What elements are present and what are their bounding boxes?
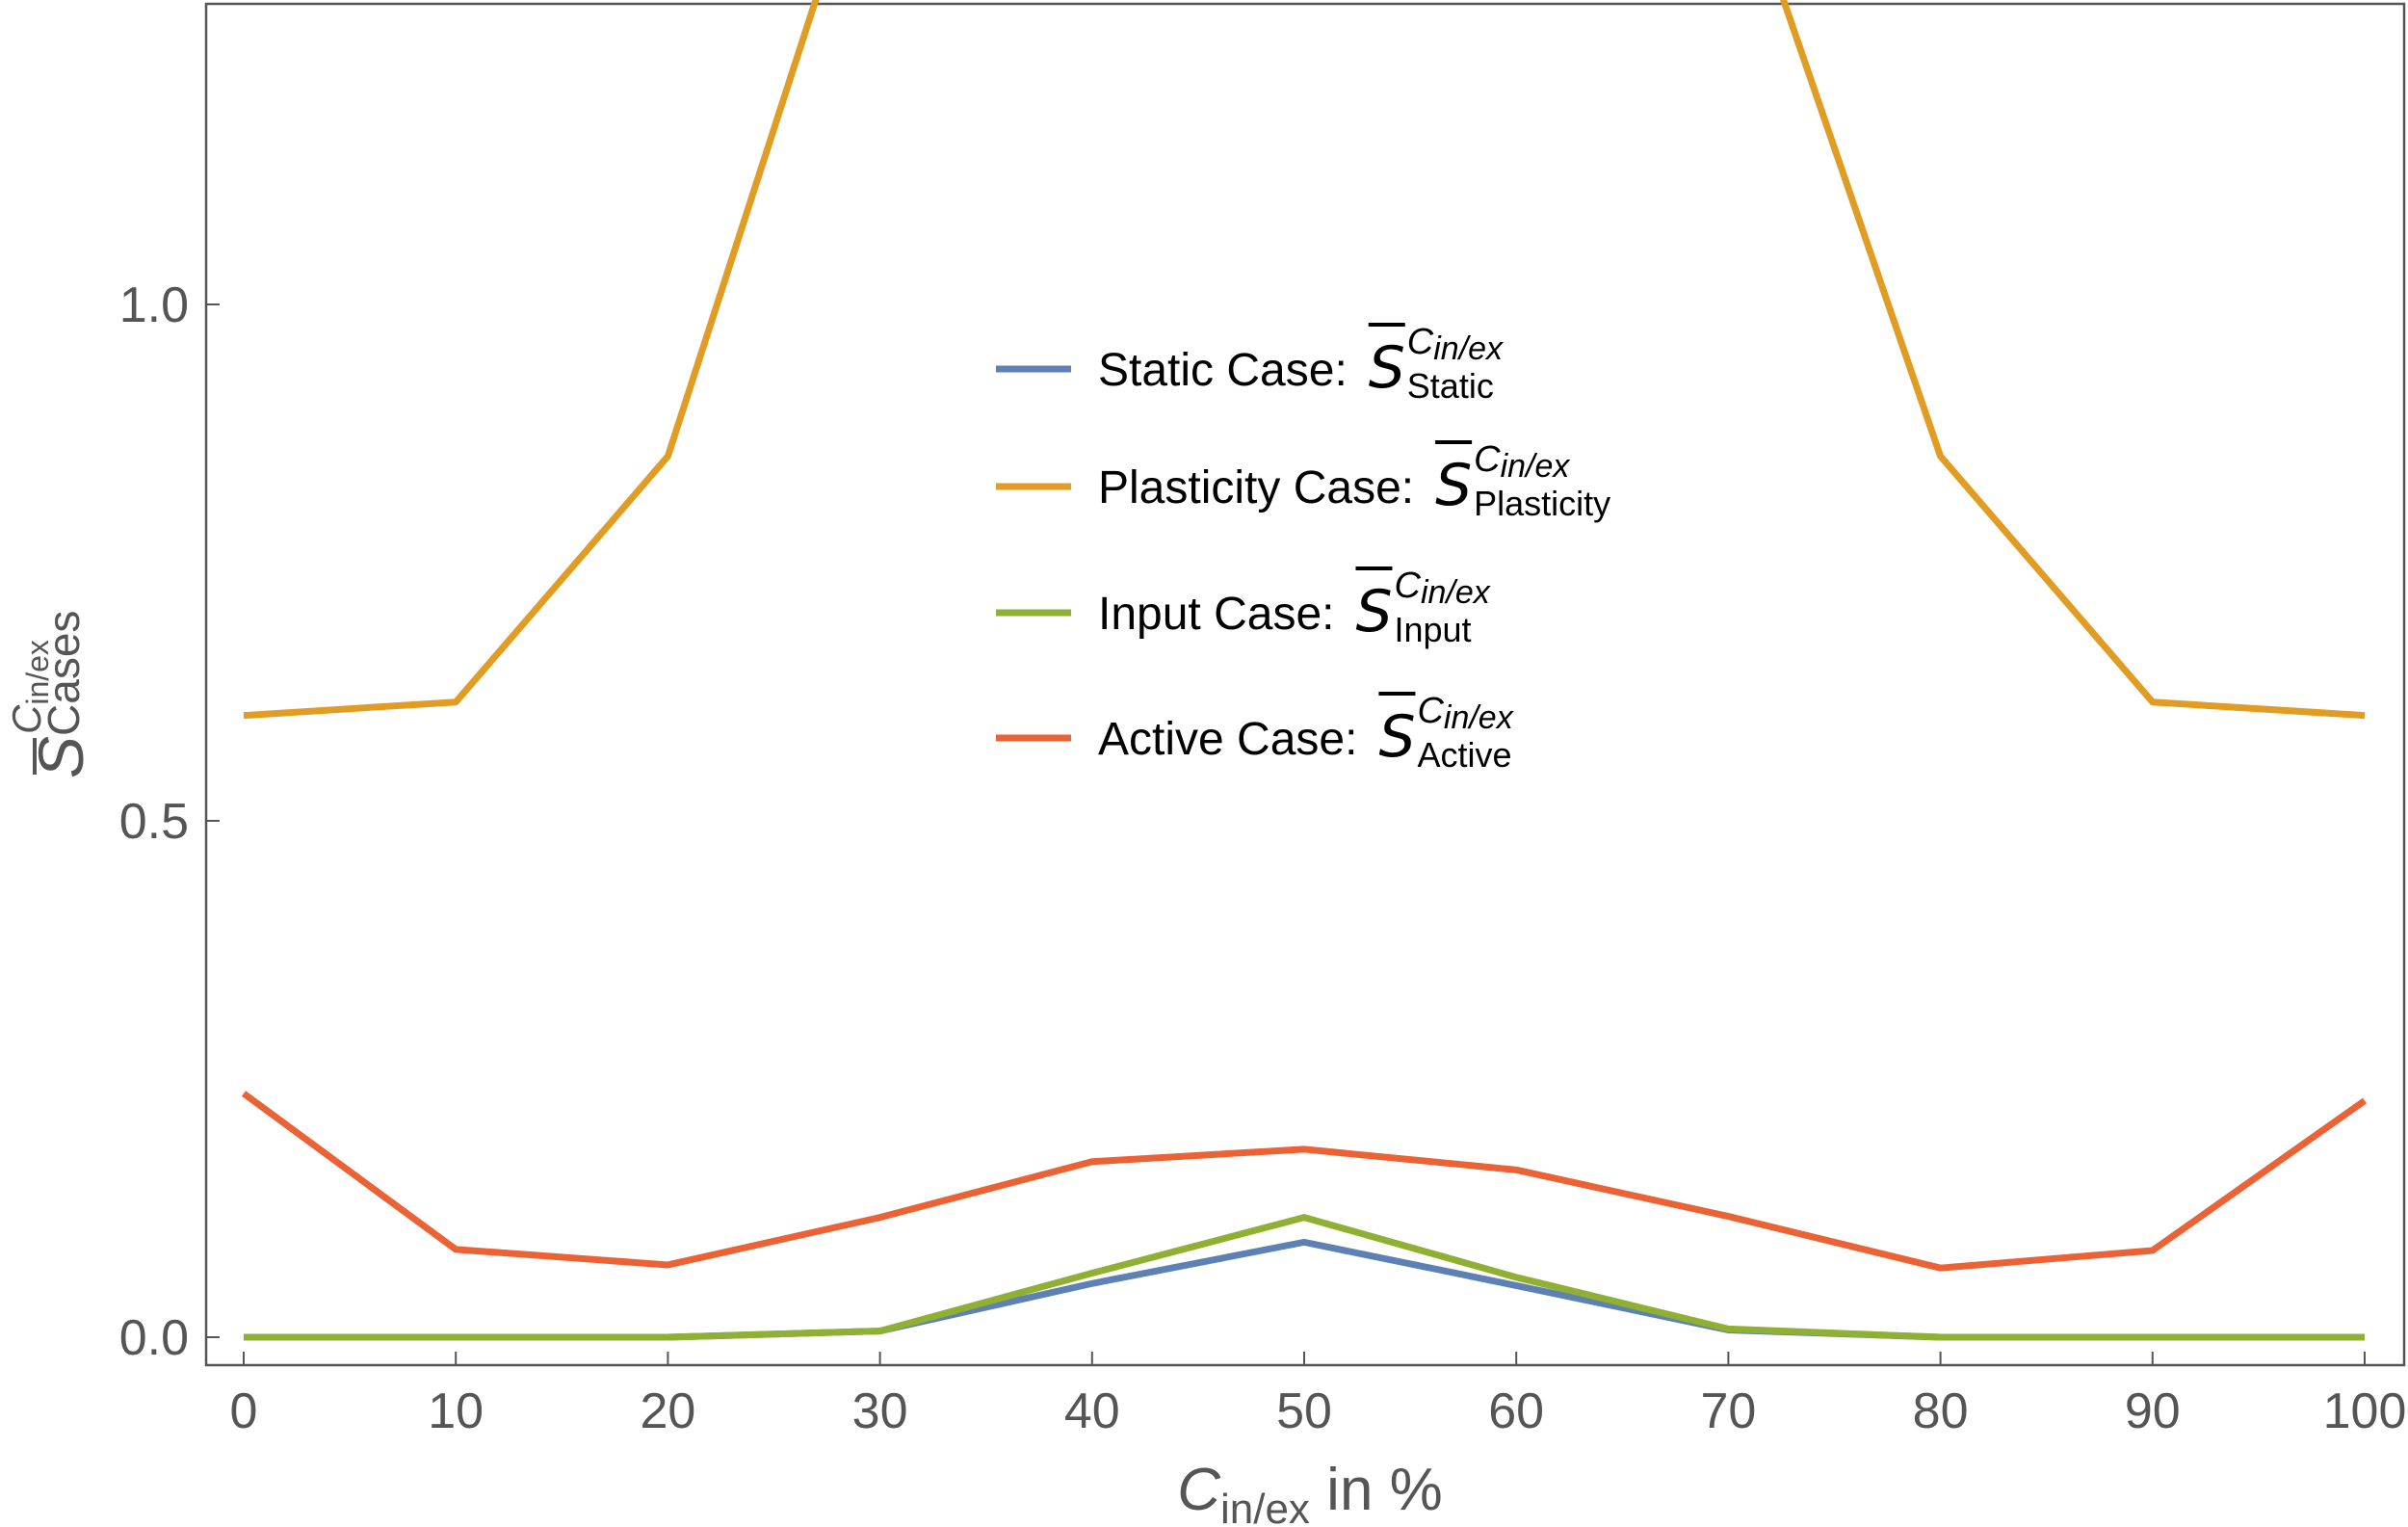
legend-sup-subscript: in/ex — [1444, 699, 1514, 736]
x-tick-label: 60 — [1488, 1383, 1544, 1439]
x-tick-label: 70 — [1700, 1383, 1756, 1439]
x-axis-title-subscript: in/ex — [1220, 1486, 1310, 1527]
y-axis-title-sup-symbol: C — [4, 704, 49, 734]
legend-sup-symbol: C — [1407, 322, 1434, 362]
y-axis-title: SCases Cin/ex — [4, 611, 96, 778]
legend-subscript: Active — [1417, 735, 1511, 775]
x-tick-label: 100 — [2323, 1383, 2407, 1439]
svg-text:Cin/ex: Cin/ex — [4, 640, 55, 734]
legend-label: Static Case: — [1098, 345, 1348, 396]
series-layer — [241, 0, 2368, 1341]
legend-superscript: Cin/ex — [1417, 691, 1513, 736]
legend-superscript: Cin/ex — [1474, 439, 1570, 485]
legend-subscript: Static — [1407, 366, 1494, 406]
legend-sup-symbol: C — [1474, 439, 1501, 480]
legend-sup-symbol: C — [1394, 566, 1421, 606]
y-axis-title-sup-subscript: in/ex — [20, 640, 55, 705]
x-tick-label: 20 — [640, 1383, 695, 1439]
legend-symbol: S — [1378, 703, 1415, 771]
x-tick-label: 0 — [230, 1383, 258, 1439]
legend-symbol: S — [1355, 578, 1392, 645]
x-tick-label: 90 — [2125, 1383, 2181, 1439]
x-tick-label: 50 — [1276, 1383, 1332, 1439]
legend-superscript: Cin/ex — [1394, 566, 1490, 611]
legend-label: Plasticity Case: — [1098, 462, 1414, 513]
legend-label: Active Case: — [1098, 714, 1357, 765]
series-line-input — [244, 1214, 2365, 1341]
legend-sup-symbol: C — [1417, 691, 1444, 731]
y-tick-label: 1.0 — [119, 277, 189, 333]
y-tick-label: 0.5 — [119, 794, 189, 850]
legend-symbol: S — [1435, 452, 1472, 519]
x-tick-label: 80 — [1913, 1383, 1969, 1439]
legend-sup-subscript: in/ex — [1421, 574, 1491, 611]
y-axis-title-symbol: S — [25, 736, 96, 778]
x-axis-title: Cin/ex in % — [1177, 1457, 1443, 1527]
svg-text:SCases: SCases — [25, 611, 96, 778]
legend-symbol: S — [1369, 334, 1405, 402]
x-tick-label: 30 — [852, 1383, 908, 1439]
plot-frame — [204, 2, 2406, 1367]
legend-sup-subscript: in/ex — [1433, 330, 1504, 367]
legend-subscript: Input — [1394, 610, 1471, 649]
x-tick-label: 40 — [1064, 1383, 1120, 1439]
series-line-active — [241, 1091, 2368, 1272]
x-axis-title-symbol: C — [1177, 1457, 1221, 1523]
x-tick-label: 10 — [428, 1383, 484, 1439]
series-line-plasticity — [243, 0, 2366, 720]
legend-subscript: Plasticity — [1474, 484, 1610, 523]
legend-label: Input Case: — [1098, 589, 1334, 640]
y-axis-title-subscript: Cases — [39, 611, 89, 736]
legend-sup-subscript: in/ex — [1501, 448, 1571, 485]
y-tick-label: 0.0 — [119, 1310, 189, 1366]
legend-superscript: Cin/ex — [1407, 322, 1504, 367]
x-axis-title-suffix: in % — [1310, 1457, 1443, 1523]
